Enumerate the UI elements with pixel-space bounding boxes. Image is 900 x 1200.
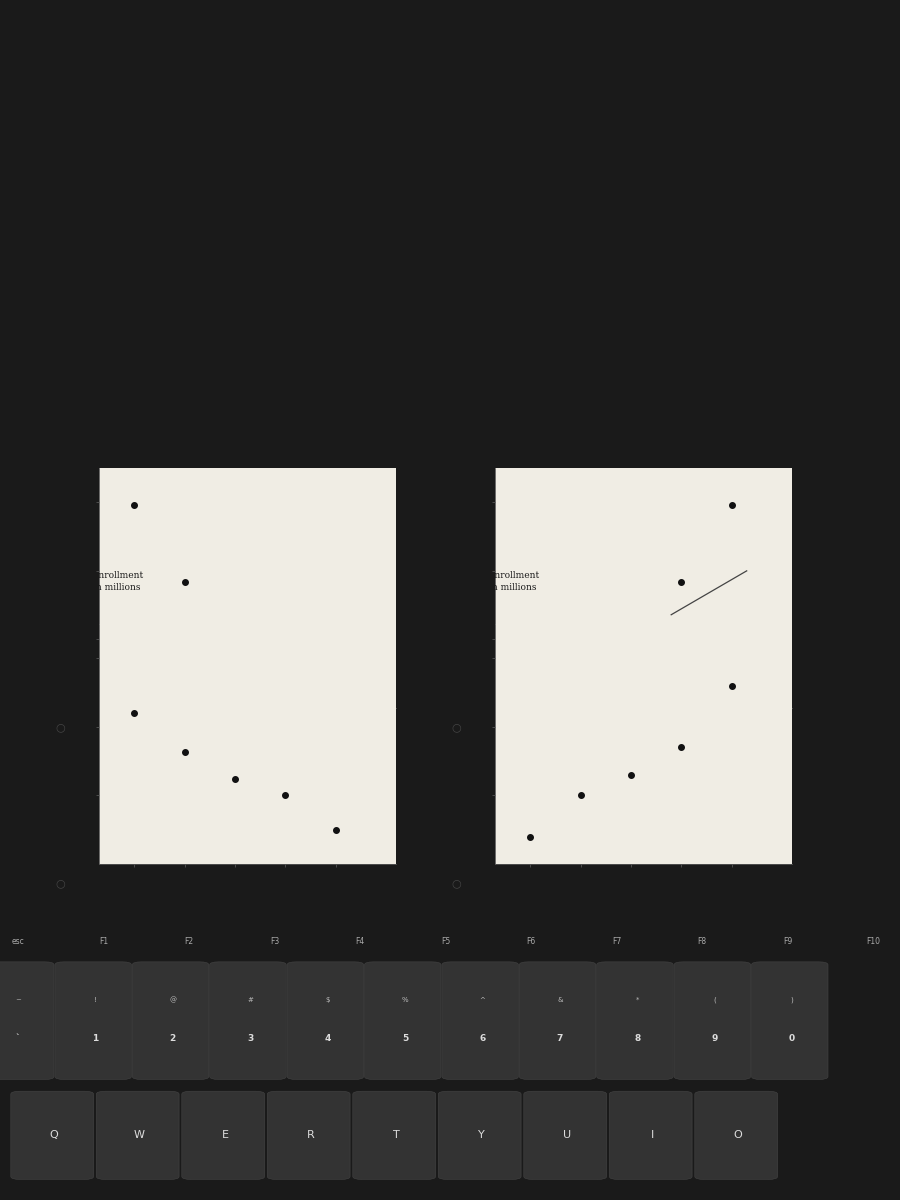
- Text: F4: F4: [356, 937, 364, 946]
- Text: esc: esc: [12, 937, 24, 946]
- Text: ): ): [790, 997, 794, 1003]
- Text: E: E: [221, 1130, 229, 1140]
- Text: date: date: [801, 718, 821, 727]
- Text: F8: F8: [698, 937, 706, 946]
- FancyBboxPatch shape: [182, 1091, 265, 1180]
- Text: enrollment
in millions: enrollment in millions: [93, 571, 143, 592]
- Text: @: @: [169, 997, 176, 1003]
- Text: Q: Q: [50, 1130, 58, 1140]
- FancyBboxPatch shape: [132, 962, 209, 1080]
- Text: 0: 0: [789, 1033, 795, 1043]
- Text: date: date: [405, 874, 425, 882]
- Text: (: (: [713, 997, 716, 1003]
- Point: [523, 682, 537, 701]
- Point: [624, 766, 638, 785]
- Text: Y: Y: [478, 1130, 485, 1140]
- Text: ○: ○: [452, 878, 462, 888]
- Point: [674, 572, 688, 592]
- FancyBboxPatch shape: [438, 1091, 521, 1180]
- Point: [228, 769, 242, 788]
- Text: (b) Plot the data points for college enrollment.: (b) Plot the data points for college enr…: [54, 365, 299, 374]
- FancyBboxPatch shape: [210, 962, 286, 1080]
- Point: [573, 660, 588, 679]
- Text: F10: F10: [866, 937, 880, 946]
- Text: F7: F7: [612, 937, 621, 946]
- Text: F1: F1: [99, 937, 108, 946]
- Text: !: !: [94, 997, 97, 1003]
- Text: F9: F9: [783, 937, 792, 946]
- Text: F6: F6: [526, 937, 536, 946]
- Text: date: date: [801, 874, 821, 882]
- FancyBboxPatch shape: [597, 962, 673, 1080]
- FancyBboxPatch shape: [0, 962, 54, 1080]
- FancyBboxPatch shape: [11, 1091, 94, 1180]
- Point: [127, 703, 141, 722]
- Text: #: #: [248, 997, 253, 1003]
- Text: F5: F5: [441, 937, 450, 946]
- FancyBboxPatch shape: [55, 962, 131, 1080]
- Text: R: R: [307, 1130, 314, 1140]
- Text: enrollment
in millions: enrollment in millions: [489, 415, 539, 436]
- FancyBboxPatch shape: [674, 962, 751, 1080]
- FancyBboxPatch shape: [96, 1091, 179, 1180]
- Text: `: `: [16, 1033, 20, 1043]
- Point: [177, 742, 192, 761]
- Text: U: U: [562, 1130, 572, 1140]
- FancyBboxPatch shape: [519, 962, 596, 1080]
- Text: enrollment
in millions: enrollment in millions: [489, 571, 539, 592]
- Text: ^: ^: [480, 997, 485, 1003]
- Text: ~: ~: [15, 997, 21, 1003]
- Point: [624, 630, 638, 649]
- FancyBboxPatch shape: [752, 962, 828, 1080]
- Text: 8: 8: [634, 1033, 640, 1043]
- Point: [228, 632, 242, 652]
- FancyBboxPatch shape: [364, 962, 441, 1080]
- Text: &: &: [557, 997, 562, 1003]
- Text: W: W: [134, 1130, 145, 1140]
- Point: [328, 820, 343, 839]
- FancyBboxPatch shape: [353, 1091, 436, 1180]
- FancyBboxPatch shape: [609, 1091, 692, 1180]
- Point: [177, 572, 192, 592]
- Text: *: *: [635, 997, 639, 1003]
- Text: ○  The plot of the data appears to be fit better by a curve rather than by a str: ○ The plot of the data appears to be fit…: [70, 250, 532, 258]
- Text: ○: ○: [56, 878, 66, 888]
- Text: 2: 2: [170, 1033, 176, 1043]
- Point: [278, 664, 293, 683]
- Text: 5: 5: [402, 1033, 408, 1043]
- Text: enrollment
in millions: enrollment in millions: [93, 415, 143, 436]
- Text: $: $: [326, 997, 329, 1003]
- Point: [674, 738, 688, 757]
- Text: %: %: [401, 997, 409, 1003]
- FancyBboxPatch shape: [267, 1091, 350, 1180]
- Point: [278, 786, 293, 805]
- Point: [523, 827, 537, 846]
- Text: 9: 9: [711, 1033, 718, 1043]
- Text: 7: 7: [556, 1033, 563, 1043]
- Point: [724, 676, 739, 695]
- Text: 6: 6: [480, 1033, 485, 1043]
- Text: F2: F2: [184, 937, 194, 946]
- FancyBboxPatch shape: [287, 962, 364, 1080]
- Text: ○  It looks like the points almost fall on a straight line. It appears reasonabl: ○ It looks like the points almost fall o…: [70, 166, 716, 174]
- Text: 1: 1: [93, 1033, 98, 1043]
- Text: O: O: [734, 1130, 742, 1140]
- FancyBboxPatch shape: [524, 1091, 607, 1180]
- Point: [573, 786, 588, 805]
- Point: [127, 496, 141, 515]
- Text: I: I: [651, 1130, 654, 1140]
- Text: T: T: [392, 1130, 400, 1140]
- Point: [724, 496, 739, 515]
- FancyBboxPatch shape: [695, 1091, 778, 1180]
- FancyBboxPatch shape: [442, 962, 518, 1080]
- Text: ○: ○: [56, 722, 66, 732]
- Text: Does it look reasonable to approximate these data with a straight line?: Does it look reasonable to approximate t…: [54, 103, 427, 113]
- Text: F3: F3: [270, 937, 279, 946]
- Text: 3: 3: [248, 1033, 253, 1043]
- Text: 4: 4: [324, 1033, 331, 1043]
- Point: [328, 682, 343, 701]
- Text: date: date: [405, 718, 425, 727]
- Text: ○: ○: [452, 722, 462, 732]
